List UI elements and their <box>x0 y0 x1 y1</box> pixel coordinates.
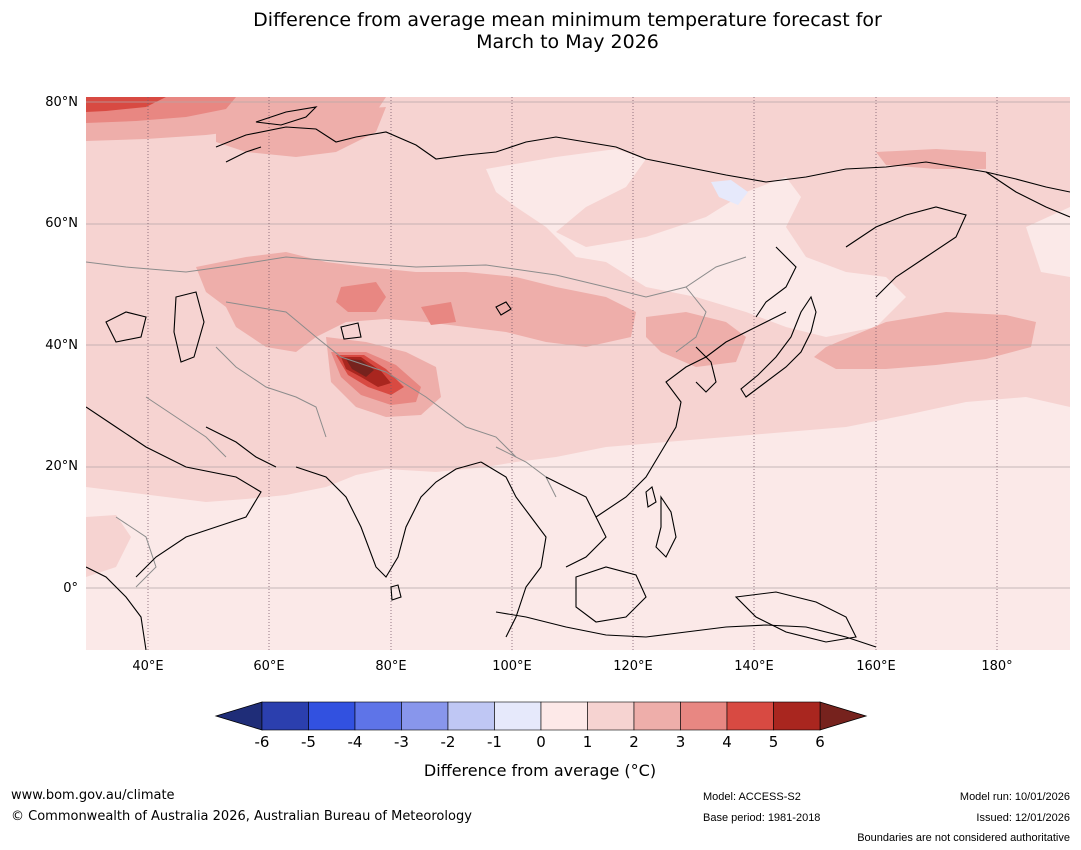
lat-label-60n: 60°N <box>45 216 78 231</box>
anomaly-region-2to3-ocean <box>814 312 1036 369</box>
colorbar-cell <box>494 701 542 731</box>
colorbar-cell <box>680 701 728 731</box>
colorbar <box>214 701 868 731</box>
lat-label-0: 0° <box>63 581 78 596</box>
lon-label-40e: 40°E <box>132 659 164 674</box>
anomaly-region-2to3-pacific <box>646 312 746 367</box>
colorbar-cell <box>587 701 635 731</box>
lat-label-20n: 20°N <box>45 459 78 474</box>
anomaly-region-2to3-band <box>876 149 986 169</box>
colorbar-cell <box>261 701 309 731</box>
lon-label-80e: 80°E <box>375 659 407 674</box>
anomaly-region-3to4-central-2 <box>421 302 456 325</box>
copyright-text: © Commonwealth of Australia 2026, Austra… <box>11 809 472 824</box>
longitude-gridlines <box>147 97 998 650</box>
colorbar-cell <box>401 701 449 731</box>
anomaly-region-negative <box>711 180 748 205</box>
colorbar-tick-label: -2 <box>440 733 456 751</box>
colorbar-extend-high <box>819 701 868 731</box>
title-line-2: March to May 2026 <box>476 31 659 53</box>
colorbar-tick-label: -5 <box>301 733 316 751</box>
lon-label-60e: 60°E <box>253 659 285 674</box>
lon-label-140e: 140°E <box>734 659 774 674</box>
colorbar-cell <box>633 701 681 731</box>
lon-label-180: 180° <box>981 659 1013 674</box>
lon-label-100e: 100°E <box>492 659 532 674</box>
country-boundaries <box>86 256 747 588</box>
lat-label-80n: 80°N <box>45 95 78 110</box>
model-text: Model: ACCESS-S2 <box>703 791 801 803</box>
temperature-anomaly-map <box>86 97 1070 650</box>
colorbar-tick-label: 5 <box>768 733 779 751</box>
lat-label-40n: 40°N <box>45 338 78 353</box>
colorbar-cell <box>540 701 588 731</box>
latitude-gridlines <box>86 101 1070 589</box>
map-layers <box>86 97 1070 650</box>
anomaly-region-1to2-south <box>86 515 131 577</box>
colorbar-cell <box>773 701 821 731</box>
lon-label-120e: 120°E <box>613 659 653 674</box>
anomaly-region-0to1-siberia <box>486 149 906 337</box>
colorbar-tick-label: -4 <box>347 733 363 751</box>
anomaly-region-2to3-central <box>196 252 636 352</box>
map-title: Difference from average mean minimum tem… <box>0 9 1081 53</box>
colorbar-tick-label: 0 <box>536 733 546 751</box>
colorbar-tick-label: -3 <box>394 733 409 751</box>
colorbar-tick-label: 6 <box>815 733 825 751</box>
lon-label-160e: 160°E <box>856 659 896 674</box>
anomaly-region-3to4-central <box>336 282 386 312</box>
website-text: www.bom.gov.au/climate <box>11 788 175 803</box>
model-run-text: Model run: 10/01/2026 <box>959 791 1070 803</box>
colorbar-cell <box>447 701 495 731</box>
anomaly-region-above6-tibet <box>346 359 374 377</box>
anomaly-region-0to1-pacific <box>1026 207 1070 277</box>
colorbar-tick-label: 3 <box>675 733 686 751</box>
colorbar-tick-label: 1 <box>582 733 593 751</box>
colorbar-cell <box>308 701 356 731</box>
colorbar-tick-label: 2 <box>629 733 639 751</box>
colorbar-cell <box>354 701 402 731</box>
base-period-text: Base period: 1981-2018 <box>703 812 821 824</box>
title-line-1: Difference from average mean minimum tem… <box>253 9 882 31</box>
colorbar-tick-label: -1 <box>487 733 502 751</box>
anomaly-region-2to3-arctic-east <box>216 107 386 157</box>
anomaly-region-4to5-arctic <box>86 97 166 112</box>
boundaries-note: Boundaries are not considered authoritat… <box>857 832 1070 844</box>
coastlines <box>86 106 1070 650</box>
issued-text: Issued: 12/01/2026 <box>976 812 1070 824</box>
colorbar-tick-label: -6 <box>254 733 270 751</box>
colorbar-extend-low <box>214 701 263 731</box>
colorbar-cell <box>726 701 774 731</box>
colorbar-label: Difference from average (°C) <box>423 761 657 780</box>
colorbar-tick-label: 4 <box>722 733 732 751</box>
